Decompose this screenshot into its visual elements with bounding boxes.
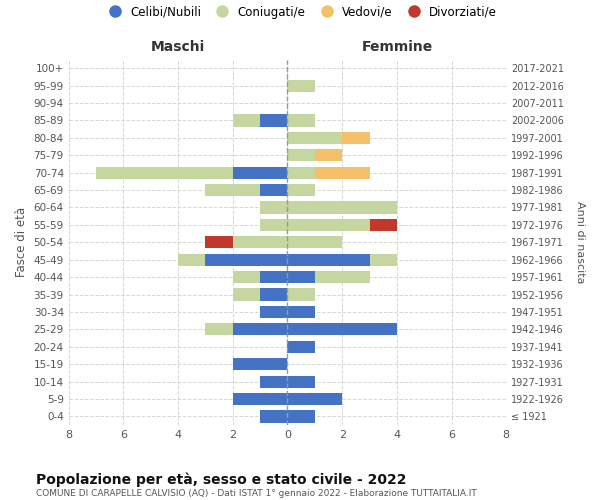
Text: Maschi: Maschi <box>151 40 205 54</box>
Bar <box>287 410 315 422</box>
Bar <box>287 236 342 248</box>
Bar <box>260 114 287 126</box>
Bar <box>287 254 370 266</box>
Bar <box>287 114 315 126</box>
Bar <box>178 254 205 266</box>
Bar <box>260 376 287 388</box>
Bar <box>287 271 315 283</box>
Bar <box>260 271 287 283</box>
Bar <box>260 410 287 422</box>
Bar <box>260 219 287 231</box>
Bar <box>233 393 287 405</box>
Bar <box>287 393 342 405</box>
Bar <box>260 306 287 318</box>
Bar <box>287 184 315 196</box>
Bar <box>205 254 287 266</box>
Bar <box>287 376 315 388</box>
Bar <box>315 149 342 162</box>
Bar <box>287 219 370 231</box>
Bar <box>233 358 287 370</box>
Bar <box>287 202 397 213</box>
Bar <box>287 80 315 92</box>
Text: COMUNE DI CARAPELLE CALVISIO (AQ) - Dati ISTAT 1° gennaio 2022 - Elaborazione TU: COMUNE DI CARAPELLE CALVISIO (AQ) - Dati… <box>36 489 477 498</box>
Bar <box>287 306 315 318</box>
Y-axis label: Fasce di età: Fasce di età <box>15 208 28 278</box>
Legend: Celibi/Nubili, Coniugati/e, Vedovi/e, Divorziati/e: Celibi/Nubili, Coniugati/e, Vedovi/e, Di… <box>98 1 502 24</box>
Bar <box>342 132 370 144</box>
Bar <box>287 149 315 162</box>
Bar <box>205 236 233 248</box>
Y-axis label: Anni di nascita: Anni di nascita <box>575 201 585 283</box>
Text: Femmine: Femmine <box>361 40 433 54</box>
Bar <box>233 271 260 283</box>
Bar <box>233 166 287 179</box>
Bar <box>260 288 287 300</box>
Text: Popolazione per età, sesso e stato civile - 2022: Popolazione per età, sesso e stato civil… <box>36 472 407 487</box>
Bar <box>370 254 397 266</box>
Bar <box>233 114 260 126</box>
Bar <box>205 184 260 196</box>
Bar <box>315 166 370 179</box>
Bar <box>287 324 397 336</box>
Bar <box>370 219 397 231</box>
Bar <box>233 288 260 300</box>
Bar <box>315 271 370 283</box>
Bar <box>260 202 287 213</box>
Bar <box>233 324 287 336</box>
Bar <box>287 288 315 300</box>
Bar <box>287 166 315 179</box>
Bar <box>287 340 315 353</box>
Bar <box>233 236 287 248</box>
Bar <box>96 166 233 179</box>
Bar <box>287 132 342 144</box>
Bar <box>260 184 287 196</box>
Bar <box>205 324 233 336</box>
